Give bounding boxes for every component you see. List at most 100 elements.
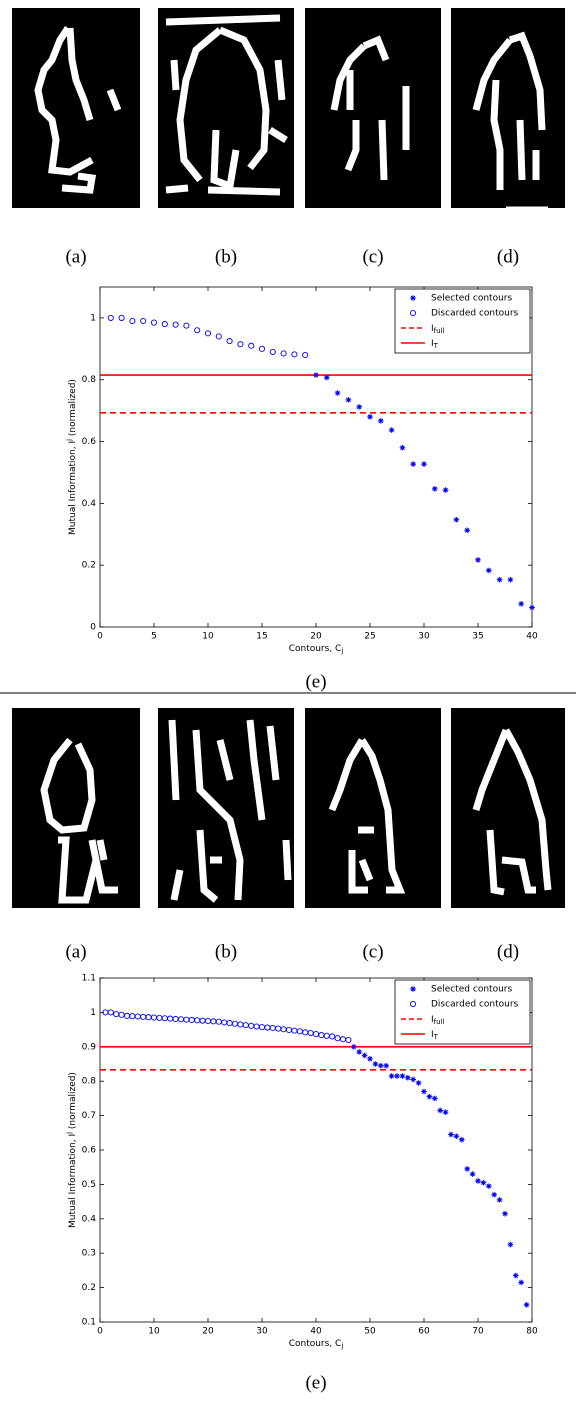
- point: [437, 1107, 443, 1114]
- y-tick-label: 0.1: [82, 1318, 96, 1328]
- legend-label: Discarded contours: [431, 309, 519, 319]
- point: [410, 1076, 416, 1083]
- point: [356, 1049, 362, 1055]
- image-a: [12, 708, 140, 908]
- x-axis-label-sub: j: [340, 647, 343, 655]
- legend-marker: [410, 295, 416, 301]
- y-tick-label: 0.9: [82, 1042, 97, 1052]
- point: [453, 516, 460, 523]
- contour: [168, 719, 292, 903]
- x-tick-label: 5: [151, 632, 157, 642]
- x-axis-label-text: Contours, C: [289, 644, 342, 654]
- point: [140, 317, 147, 325]
- point: [410, 461, 416, 467]
- point: [129, 317, 136, 325]
- point: [432, 486, 438, 492]
- legend-marker: [410, 986, 416, 992]
- x-tick-label: 35: [472, 632, 483, 642]
- point: [507, 576, 514, 583]
- images-bottom: [12, 708, 565, 908]
- y-axis-label: Mutual Information, Ij (normalized): [65, 379, 78, 535]
- point: [453, 1133, 460, 1140]
- point: [442, 487, 449, 493]
- legend-marker: [409, 1000, 417, 1008]
- y-axis-label: Mutual Information, Ij (normalized): [65, 1072, 78, 1228]
- point: [415, 1080, 422, 1086]
- point: [486, 567, 492, 574]
- y-axis-label-after: (normalized): [68, 379, 78, 439]
- legend-marker: [409, 309, 417, 317]
- point: [248, 342, 255, 349]
- x-tick-label: 50: [364, 1327, 376, 1337]
- point: [215, 333, 222, 340]
- point: [513, 1272, 519, 1279]
- x-axis-label-sub: j: [340, 1342, 343, 1350]
- legend-label: IT: [431, 1030, 439, 1042]
- point: [107, 1009, 114, 1016]
- x-tick-label: 40: [526, 632, 538, 642]
- x-axis-label: Contours, Cj: [289, 644, 344, 656]
- y-tick-label: 0.5: [82, 1180, 96, 1190]
- legend-label-text: I: [431, 1030, 434, 1040]
- y-tick-label: 1.1: [82, 974, 96, 984]
- x-tick-label: 10: [202, 632, 214, 642]
- point: [486, 1183, 492, 1189]
- point: [302, 351, 309, 359]
- point: [523, 1302, 530, 1308]
- point: [383, 1062, 389, 1069]
- legend-label: Ifull: [431, 324, 445, 336]
- point: [226, 338, 233, 345]
- point: [324, 374, 330, 381]
- point: [291, 351, 298, 358]
- y-tick-label: 1: [90, 1008, 96, 1018]
- caption: (b): [215, 246, 237, 267]
- y-tick-label: 0.4: [82, 1214, 97, 1224]
- caption: (c): [362, 246, 383, 267]
- point: [394, 1073, 400, 1079]
- y-tick-label: 1: [90, 313, 96, 323]
- point: [464, 527, 470, 534]
- point: [361, 1052, 368, 1059]
- caption: (d): [497, 246, 519, 267]
- point: [172, 321, 179, 328]
- point: [448, 1131, 454, 1138]
- legend-label-sub: T: [433, 1033, 439, 1041]
- caption: (b): [215, 941, 237, 962]
- point: [345, 397, 352, 403]
- legend-label-text: I: [431, 339, 434, 349]
- y-axis-label-sup: j: [65, 1132, 73, 1135]
- x-tick-label: 70: [472, 1327, 484, 1337]
- legend-label: Selected contours: [431, 294, 512, 304]
- point: [367, 1056, 373, 1062]
- y-tick-label: 0: [90, 623, 96, 633]
- x-tick-label: 30: [256, 1327, 268, 1337]
- point: [237, 341, 244, 348]
- point: [529, 604, 535, 611]
- point: [313, 372, 319, 378]
- point: [518, 1279, 524, 1286]
- caption: (a): [65, 941, 86, 962]
- point: [150, 319, 158, 326]
- y-tick-label: 0.8: [82, 1077, 97, 1087]
- point: [258, 345, 266, 352]
- point: [442, 1109, 449, 1115]
- y-tick-label: 0.2: [82, 561, 96, 571]
- point: [496, 1197, 503, 1203]
- point: [491, 1191, 497, 1198]
- contour: [40, 737, 118, 904]
- point: [475, 557, 481, 563]
- legend-label-text: I: [431, 1015, 434, 1025]
- point: [118, 314, 125, 321]
- caption: (e): [305, 671, 326, 692]
- point: [388, 427, 395, 433]
- point: [107, 314, 114, 321]
- point: [464, 1166, 470, 1172]
- legend-label-sub: T: [433, 342, 439, 350]
- legend-label: IT: [431, 339, 439, 351]
- point: [399, 444, 406, 451]
- y-axis-label-after: (normalized): [68, 1072, 78, 1132]
- y-tick-label: 0.8: [82, 375, 97, 385]
- point: [469, 1171, 476, 1177]
- x-tick-label: 10: [148, 1327, 160, 1337]
